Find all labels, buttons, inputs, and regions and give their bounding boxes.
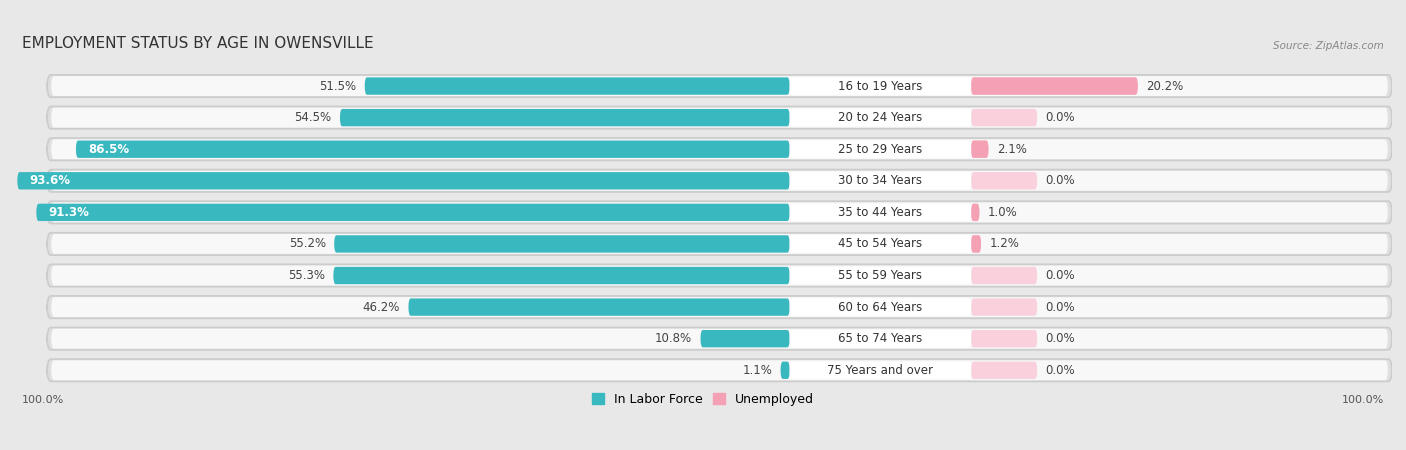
Text: 0.0%: 0.0%: [1046, 174, 1076, 187]
FancyBboxPatch shape: [46, 233, 1392, 255]
Text: 2.1%: 2.1%: [997, 143, 1026, 156]
Text: 20.2%: 20.2%: [1146, 80, 1184, 93]
Text: 20 to 24 Years: 20 to 24 Years: [838, 111, 922, 124]
FancyBboxPatch shape: [790, 267, 972, 284]
Text: 30 to 34 Years: 30 to 34 Years: [838, 174, 922, 187]
FancyBboxPatch shape: [51, 76, 1388, 96]
FancyBboxPatch shape: [972, 330, 1038, 347]
FancyBboxPatch shape: [335, 235, 790, 252]
FancyBboxPatch shape: [37, 204, 790, 221]
FancyBboxPatch shape: [51, 108, 1388, 128]
FancyBboxPatch shape: [51, 266, 1388, 285]
FancyBboxPatch shape: [972, 109, 1038, 126]
Text: 55 to 59 Years: 55 to 59 Years: [838, 269, 922, 282]
Text: 55.2%: 55.2%: [288, 238, 326, 251]
FancyBboxPatch shape: [51, 360, 1388, 380]
FancyBboxPatch shape: [972, 77, 1137, 95]
Legend: In Labor Force, Unemployed: In Labor Force, Unemployed: [592, 393, 814, 406]
Text: 51.5%: 51.5%: [319, 80, 357, 93]
FancyBboxPatch shape: [46, 359, 1392, 382]
FancyBboxPatch shape: [972, 172, 1038, 189]
Text: 0.0%: 0.0%: [1046, 111, 1076, 124]
FancyBboxPatch shape: [46, 201, 1392, 224]
FancyBboxPatch shape: [790, 235, 972, 252]
FancyBboxPatch shape: [972, 204, 980, 221]
FancyBboxPatch shape: [51, 297, 1388, 317]
Text: 55.3%: 55.3%: [288, 269, 325, 282]
FancyBboxPatch shape: [972, 204, 980, 221]
FancyBboxPatch shape: [780, 362, 790, 379]
Text: Source: ZipAtlas.com: Source: ZipAtlas.com: [1272, 41, 1384, 51]
Text: 91.3%: 91.3%: [49, 206, 90, 219]
FancyBboxPatch shape: [790, 172, 972, 189]
FancyBboxPatch shape: [17, 172, 790, 189]
FancyBboxPatch shape: [972, 298, 1038, 316]
Text: 75 Years and over: 75 Years and over: [827, 364, 934, 377]
Text: 100.0%: 100.0%: [22, 395, 65, 405]
FancyBboxPatch shape: [51, 171, 1388, 191]
FancyBboxPatch shape: [46, 264, 1392, 287]
Text: 46.2%: 46.2%: [363, 301, 401, 314]
Text: 16 to 19 Years: 16 to 19 Years: [838, 80, 922, 93]
FancyBboxPatch shape: [46, 296, 1392, 318]
FancyBboxPatch shape: [790, 109, 972, 126]
FancyBboxPatch shape: [790, 204, 972, 221]
FancyBboxPatch shape: [76, 140, 790, 158]
FancyBboxPatch shape: [700, 330, 790, 347]
Text: 1.0%: 1.0%: [987, 206, 1018, 219]
FancyBboxPatch shape: [46, 75, 1392, 97]
FancyBboxPatch shape: [46, 106, 1392, 129]
FancyBboxPatch shape: [972, 140, 988, 158]
FancyBboxPatch shape: [972, 235, 981, 252]
FancyBboxPatch shape: [972, 140, 988, 158]
FancyBboxPatch shape: [51, 329, 1388, 349]
Text: 54.5%: 54.5%: [295, 111, 332, 124]
Text: 0.0%: 0.0%: [1046, 269, 1076, 282]
Text: 10.8%: 10.8%: [655, 332, 692, 345]
Text: 35 to 44 Years: 35 to 44 Years: [838, 206, 922, 219]
Text: 0.0%: 0.0%: [1046, 332, 1076, 345]
FancyBboxPatch shape: [46, 138, 1392, 160]
FancyBboxPatch shape: [46, 328, 1392, 350]
Text: 65 to 74 Years: 65 to 74 Years: [838, 332, 922, 345]
FancyBboxPatch shape: [333, 267, 790, 284]
FancyBboxPatch shape: [46, 170, 1392, 192]
Text: 100.0%: 100.0%: [1341, 395, 1384, 405]
FancyBboxPatch shape: [364, 77, 790, 95]
FancyBboxPatch shape: [340, 109, 790, 126]
FancyBboxPatch shape: [51, 202, 1388, 222]
FancyBboxPatch shape: [51, 234, 1388, 254]
Text: 60 to 64 Years: 60 to 64 Years: [838, 301, 922, 314]
FancyBboxPatch shape: [790, 330, 972, 347]
FancyBboxPatch shape: [972, 267, 1038, 284]
FancyBboxPatch shape: [972, 362, 1038, 379]
Text: 45 to 54 Years: 45 to 54 Years: [838, 238, 922, 251]
Text: 93.6%: 93.6%: [30, 174, 70, 187]
FancyBboxPatch shape: [790, 362, 972, 379]
FancyBboxPatch shape: [409, 298, 790, 316]
Text: 1.2%: 1.2%: [990, 238, 1019, 251]
FancyBboxPatch shape: [51, 139, 1388, 159]
FancyBboxPatch shape: [790, 298, 972, 316]
FancyBboxPatch shape: [972, 235, 981, 252]
Text: 86.5%: 86.5%: [89, 143, 129, 156]
Text: 0.0%: 0.0%: [1046, 301, 1076, 314]
Text: 25 to 29 Years: 25 to 29 Years: [838, 143, 922, 156]
Text: EMPLOYMENT STATUS BY AGE IN OWENSVILLE: EMPLOYMENT STATUS BY AGE IN OWENSVILLE: [22, 36, 374, 51]
Text: 1.1%: 1.1%: [742, 364, 772, 377]
FancyBboxPatch shape: [972, 77, 1137, 95]
FancyBboxPatch shape: [790, 140, 972, 158]
Text: 0.0%: 0.0%: [1046, 364, 1076, 377]
FancyBboxPatch shape: [790, 77, 972, 95]
